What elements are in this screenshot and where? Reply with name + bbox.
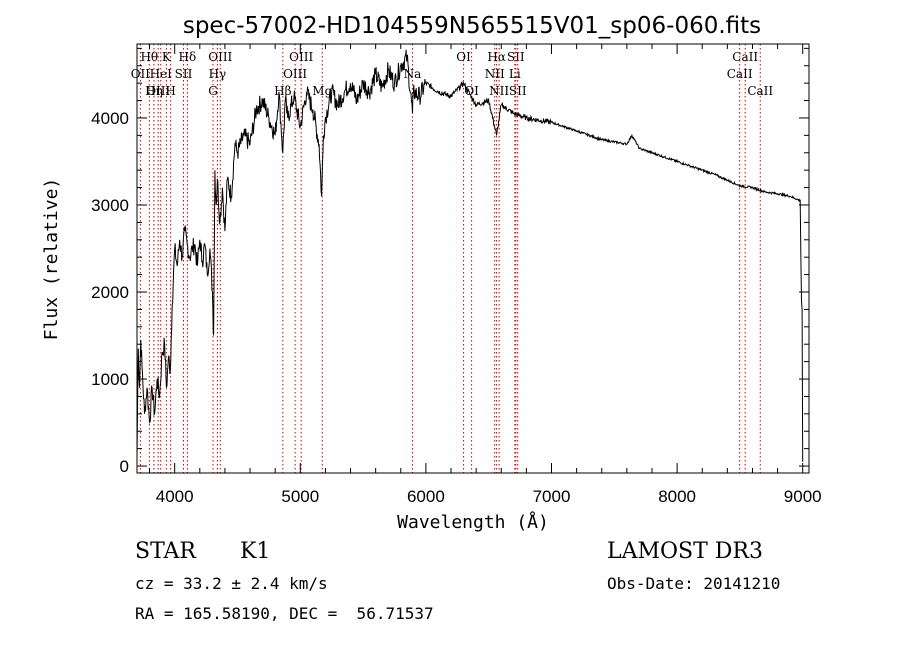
y-tick-label: 4000 bbox=[91, 109, 129, 128]
emission-line-label: OIII bbox=[146, 84, 170, 98]
redshift-readout: cz = 33.2 ± 2.4 km/s bbox=[135, 574, 328, 593]
emission-line-label: K bbox=[162, 50, 172, 64]
observation-date: Obs-Date: 20141210 bbox=[607, 574, 781, 593]
emission-line-label: Mg bbox=[312, 84, 332, 98]
flux-line bbox=[136, 49, 804, 462]
emission-line-label: Li bbox=[509, 67, 521, 81]
emission-line-label: NII bbox=[489, 84, 509, 98]
emission-line-label: OIII bbox=[283, 67, 307, 81]
x-axis: 4000 5000 6000 7000 8000 9000 bbox=[149, 44, 822, 506]
emission-line-label: Hα bbox=[487, 50, 506, 64]
object-subclass: K1 bbox=[240, 539, 271, 564]
emission-line-label: OII bbox=[131, 67, 151, 81]
y-tick-label: 3000 bbox=[91, 196, 129, 215]
emission-line-label: OI bbox=[464, 84, 479, 98]
emission-line-label: SII bbox=[507, 50, 525, 64]
emission-line-label: G bbox=[208, 84, 218, 98]
y-axis-label: Flux (relative) bbox=[41, 178, 62, 341]
x-axis-label: Wavelength (Å) bbox=[397, 511, 549, 533]
emission-line-label: Hθ bbox=[140, 50, 158, 64]
y-tick-label: 0 bbox=[120, 457, 129, 476]
x-tick-label: 8000 bbox=[658, 487, 696, 506]
x-tick-label: 9000 bbox=[784, 487, 822, 506]
emission-line-label: SII bbox=[509, 84, 527, 98]
y-tick-label: 2000 bbox=[91, 283, 129, 302]
emission-line-label: Hγ bbox=[209, 67, 227, 81]
x-tick-label: 6000 bbox=[407, 487, 445, 506]
plot-frame bbox=[136, 43, 810, 474]
emission-line-label: HeI bbox=[150, 67, 173, 81]
coordinates-readout: RA = 165.58190, DEC = 56.71537 bbox=[135, 604, 434, 623]
flux-series bbox=[136, 49, 804, 462]
emission-line-label: CaII bbox=[727, 67, 753, 81]
emission-line-label: CaII bbox=[732, 50, 758, 64]
object-class: STAR bbox=[135, 539, 196, 564]
x-tick-label: 5000 bbox=[281, 487, 319, 506]
emission-line-label: NII bbox=[485, 67, 505, 81]
emission-line-label: Hβ bbox=[274, 84, 291, 98]
emission-line-label: Hη bbox=[145, 84, 163, 98]
emission-line-label: CaII bbox=[747, 84, 773, 98]
y-tick-label: 1000 bbox=[91, 370, 129, 389]
emission-line-label: OIII bbox=[289, 50, 313, 64]
emission-line-label: Hδ bbox=[179, 50, 197, 64]
x-tick-label: 7000 bbox=[533, 487, 571, 506]
survey-name: LAMOST DR3 bbox=[607, 539, 763, 564]
emission-line-label: SII bbox=[175, 67, 193, 81]
emission-line-label: OI bbox=[456, 50, 471, 64]
chart-title: spec-57002-HD104559N565515V01_sp06-060.f… bbox=[183, 13, 761, 39]
x-tick-label: 4000 bbox=[156, 487, 194, 506]
emission-line-label: Na bbox=[404, 67, 422, 81]
emission-line-label: OIII bbox=[208, 50, 232, 64]
y-axis: 0 1000 2000 3000 4000 bbox=[91, 47, 809, 476]
emission-line-label: H bbox=[165, 84, 175, 98]
